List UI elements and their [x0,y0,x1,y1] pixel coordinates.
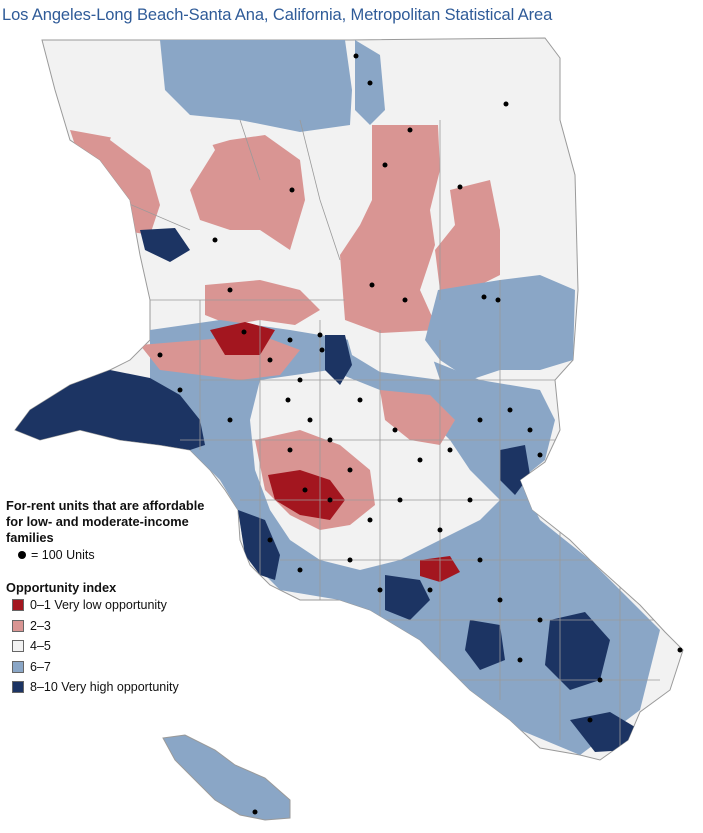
region-valley-red [210,322,275,355]
region-glendale-navy [325,335,352,385]
region-southeast-navy [545,612,610,690]
swatch-low [12,619,24,632]
region-north-white [110,110,215,190]
swatch-moderate [12,640,24,653]
region-pv-navy [385,575,430,620]
region-southeast-navy-2 [570,712,640,752]
swatch-very-high [12,681,24,694]
region-north-blue [160,40,352,132]
region-mountain-white [345,330,440,380]
legend-item-moderate: 4–5 [12,636,216,657]
region-southbay-navy [238,510,280,580]
region-north-pink-2 [190,135,305,250]
unit-dot-icon [18,551,26,559]
legend-item-high: 6–7 [12,657,216,678]
region-north-pink-5 [205,280,320,325]
units-legend-heading: For-rent units that are affordable for l… [6,498,205,545]
opportunity-legend-heading: Opportunity index [6,580,117,595]
region-central-red [268,470,345,520]
region-se-navy-3 [465,620,505,670]
legend-label-very-low: 0–1 Very low opportunity [30,598,167,613]
swatch-high [12,660,24,673]
map-legend: For-rent units that are affordable for l… [6,498,216,698]
tract-boundaries [119,119,680,750]
unit-dots [157,53,683,815]
units-legend-label: = 100 Units [31,548,95,562]
units-legend-row: = 100 Units [18,548,216,562]
opportunity-legend-items: 0–1 Very low opportunity 2–3 4–5 6–7 8–1… [6,595,216,698]
legend-label-low: 2–3 [30,618,51,633]
legend-item-low: 2–3 [12,616,216,637]
legend-item-very-low: 0–1 Very low opportunity [12,595,216,616]
swatch-very-low [12,599,24,612]
region-northwest-navy [140,228,190,262]
legend-item-very-high: 8–10 Very high opportunity [12,677,216,698]
region-north-pink-4 [435,180,500,290]
region-east-pink [380,390,455,445]
region-malibu-navy [15,370,205,450]
legend-label-very-high: 8–10 Very high opportunity [30,680,179,695]
legend-label-high: 6–7 [30,659,51,674]
catalina-island [162,734,291,821]
legend-label-moderate: 4–5 [30,639,51,654]
region-north-pink-3 [340,125,440,333]
map-title: Los Angeles-Long Beach-Santa Ana, Califo… [2,6,553,24]
